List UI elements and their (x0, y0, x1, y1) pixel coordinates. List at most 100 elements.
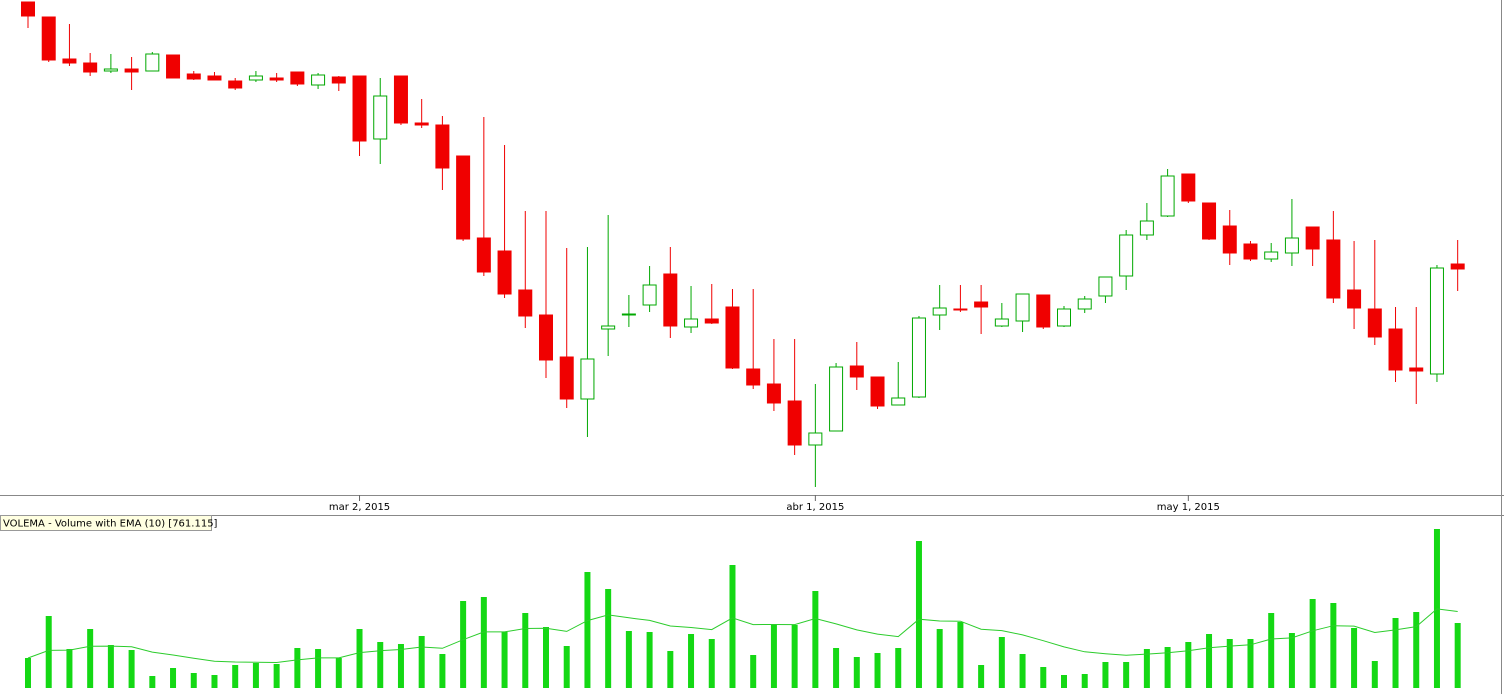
candle-body (1284, 237, 1299, 254)
candle-body (1326, 239, 1341, 299)
volume-bar (1185, 642, 1192, 688)
volume-bar (1226, 639, 1233, 688)
volume-bar (791, 625, 798, 688)
volume-bar (294, 648, 301, 688)
candle-body (1409, 367, 1424, 372)
volume-title: VOLEMA - Volume with EMA (10) [761.115] (3, 519, 218, 530)
candle-body (725, 306, 740, 369)
candle-body (435, 124, 450, 169)
volume-bar (812, 591, 819, 688)
candle-body (539, 314, 553, 361)
volume-bar (729, 565, 736, 688)
volume-bar (87, 629, 94, 688)
candle-body (1181, 173, 1196, 202)
candle-body (290, 71, 305, 85)
candle-body (746, 368, 761, 386)
candle-body (1347, 289, 1362, 309)
volume-bar (998, 637, 1005, 688)
volume-bar (45, 616, 52, 688)
volume-bar (25, 658, 31, 688)
candle-body (1139, 220, 1154, 236)
candle-body (684, 318, 699, 328)
volume-bar (1371, 661, 1378, 688)
volume-bar (1288, 633, 1295, 688)
volume-bar (1206, 634, 1213, 688)
volume-bar (1330, 603, 1337, 688)
candle-body (870, 376, 885, 407)
candle-body (41, 16, 56, 61)
volume-bar (1392, 618, 1399, 688)
candle-body (456, 155, 471, 240)
time-axis-strip (0, 495, 1504, 515)
x-tick-label: mar 2, 2015 (329, 502, 390, 513)
candle-body (497, 250, 512, 295)
candle-body (849, 365, 864, 378)
volume-bar (936, 629, 943, 688)
candle-body (269, 77, 284, 81)
volume-bar (66, 649, 73, 688)
volume-bar (418, 636, 425, 688)
volume-bar (170, 668, 177, 688)
candle-body (476, 237, 491, 273)
volume-bar (439, 654, 446, 688)
volume-bar (770, 624, 777, 688)
candle-body (642, 284, 657, 306)
candle-body (414, 122, 429, 126)
volume-bar (1413, 612, 1420, 688)
candle-body (932, 307, 947, 316)
volume-bar (107, 645, 114, 688)
volume-bar (895, 648, 902, 688)
volume-bar (460, 601, 467, 688)
volume-bar (1061, 675, 1067, 688)
volume-bar (605, 589, 612, 688)
volume-bar (501, 632, 508, 688)
candle-body (393, 75, 408, 124)
volume-bar (397, 644, 404, 688)
candle-body (1119, 234, 1134, 277)
candle-body (1264, 251, 1279, 260)
candle-body (145, 53, 160, 72)
volume-bar (584, 572, 591, 688)
volume-bar (1040, 667, 1047, 688)
volume-bar (252, 663, 259, 688)
volume-bar (315, 649, 322, 688)
candle-body (1036, 294, 1051, 328)
candle-body (559, 356, 574, 400)
volume-bar (667, 651, 674, 688)
candle-body (1388, 328, 1403, 371)
volume-bar (1268, 613, 1275, 688)
volume-bar (1081, 674, 1088, 688)
volume-bar (480, 597, 487, 688)
candle-body (228, 80, 243, 89)
candle-body (1202, 202, 1217, 240)
x-tick-label: may 1, 2015 (1157, 502, 1220, 513)
candle-body (663, 273, 678, 327)
volume-bar (1164, 647, 1171, 688)
candle-body (621, 313, 636, 316)
candle-body (1305, 226, 1320, 250)
volume-bar (273, 664, 280, 688)
volume-bar (708, 639, 715, 688)
volume-bar (1102, 662, 1109, 688)
volume-bar (688, 634, 695, 688)
candle-body (124, 68, 139, 73)
candle-body (1222, 225, 1237, 254)
candle-body (1160, 175, 1175, 217)
candle-body (1098, 276, 1113, 297)
volume-bar (1454, 623, 1461, 688)
volume-bar (625, 631, 632, 688)
candle-body (1015, 293, 1030, 322)
candle-body (911, 317, 926, 398)
ema-line (27, 608, 1458, 664)
volume-bar (1247, 639, 1254, 688)
indicator-label-box (0, 515, 212, 531)
candle-body (994, 318, 1009, 327)
candle-body (1077, 298, 1092, 310)
candle-body (207, 75, 222, 81)
volume-bar (646, 632, 653, 688)
candle-body (21, 1, 35, 17)
candle-body (83, 62, 98, 73)
volume-bar (1309, 599, 1316, 688)
